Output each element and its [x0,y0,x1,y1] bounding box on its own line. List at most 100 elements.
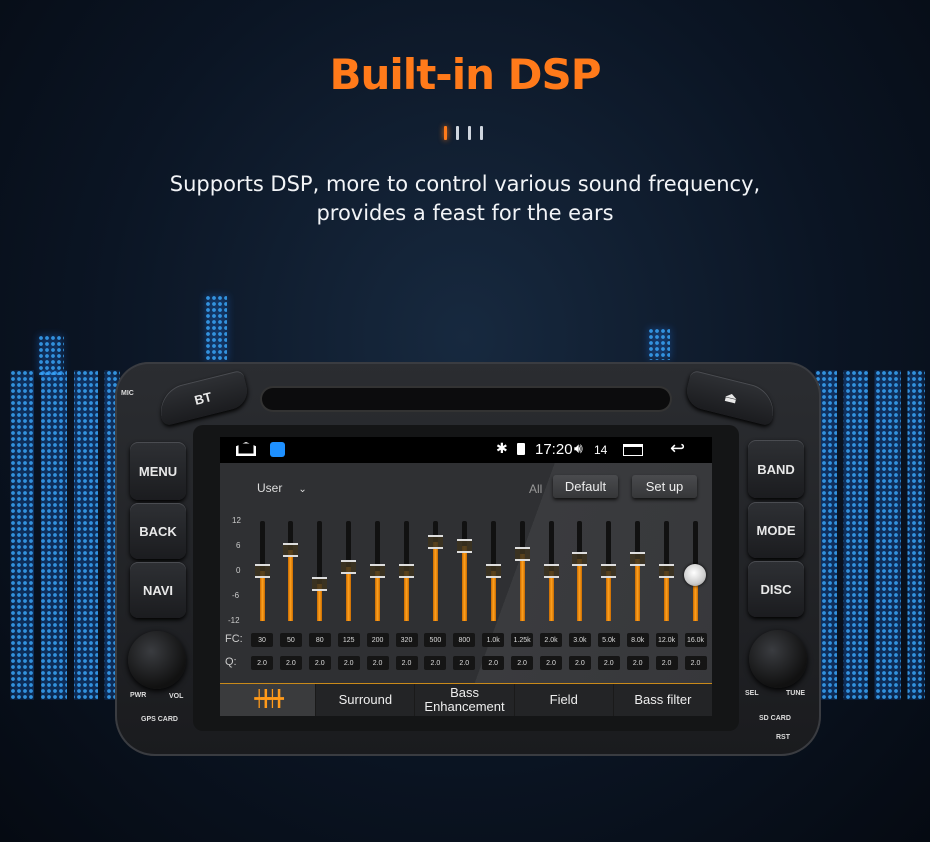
eq-slider[interactable] [370,521,386,621]
fc-value[interactable]: 320 [395,633,418,647]
volume-knob[interactable] [128,631,186,689]
q-value[interactable]: 2.0 [251,656,273,670]
navi-button[interactable]: NAVI [130,562,186,618]
slider-handle[interactable] [684,564,706,587]
eq-slider[interactable] [254,521,270,621]
eq-slider[interactable] [601,521,617,621]
fc-value[interactable]: 16.0k [684,633,707,647]
preset-dropdown[interactable]: User ⌄ [257,481,307,495]
tune-knob[interactable] [749,630,807,688]
band-button[interactable]: BAND [748,440,804,498]
q-value[interactable]: 2.0 [684,656,707,670]
disc-label: DISC [760,581,792,597]
fc-value[interactable]: 2.0k [540,633,562,647]
slider-handle[interactable] [427,534,443,549]
slider-fill [404,571,409,621]
eq-slider[interactable] [456,521,472,621]
fc-value[interactable]: 200 [366,633,389,647]
pwr-label: PWR [130,692,147,699]
fc-value[interactable]: 80 [308,633,331,647]
fc-value[interactable]: 30 [251,633,273,647]
q-value[interactable]: 2.0 [366,656,389,670]
slider-handle[interactable] [283,543,299,558]
back-button[interactable]: BACK [130,503,186,559]
q-value[interactable]: 2.0 [395,656,418,670]
slider-fill [432,541,438,621]
disc-button[interactable]: DISC [748,561,804,617]
slider-handle[interactable] [630,551,646,566]
slider-handle[interactable] [601,564,617,578]
slider-handle[interactable] [543,564,559,578]
tab-label: Bass Enhancement [424,685,505,714]
recent-apps-icon[interactable] [623,444,643,456]
fc-value[interactable]: 1.0k [482,633,505,647]
fc-value[interactable]: 3.0k [568,633,591,647]
eq-slider[interactable] [684,521,706,621]
eq-slider[interactable] [312,521,328,621]
all-label[interactable]: All [529,482,543,496]
slider-handle[interactable] [312,576,328,591]
tab-bass-enhancement[interactable]: Bass Enhancement [415,684,515,716]
slider-handle[interactable] [254,564,270,578]
eq-slider[interactable] [514,521,530,621]
eq-slider[interactable] [630,521,646,621]
fc-value[interactable]: 1.25k [511,633,534,647]
q-value[interactable]: 2.0 [597,656,620,670]
fc-value[interactable]: 12.0k [655,633,678,647]
fc-value[interactable]: 8.0k [626,633,649,647]
slider-fill [664,571,670,621]
bg-bars-top [205,295,227,360]
eq-slider[interactable] [399,521,414,621]
eq-slider[interactable] [485,521,501,621]
fc-value[interactable]: 5.0k [597,633,620,647]
preset-value: User [257,481,283,495]
home-icon[interactable] [236,442,256,456]
slider-handle[interactable] [659,564,675,578]
page-title: Built-in DSP [329,50,601,99]
eq-slider[interactable] [659,521,675,621]
slider-fill [606,571,612,621]
eq-slider[interactable] [572,521,588,621]
slider-handle[interactable] [485,564,501,578]
q-value[interactable]: 2.0 [655,656,678,670]
q-value[interactable]: 2.0 [511,656,534,670]
status-time: 17:20 [535,441,573,458]
mode-button[interactable]: MODE [748,502,804,558]
q-value[interactable]: 2.0 [540,656,562,670]
tab-equalizer[interactable]: ┿╋┿╋ [220,684,317,716]
eq-slider[interactable] [341,521,357,621]
tab-bass-filter[interactable]: Bass filter [614,684,712,716]
slider-handle[interactable] [399,564,414,578]
app-icon[interactable] [270,442,285,457]
eq-slider[interactable] [283,521,299,621]
scale-label: 0 [236,566,241,575]
q-value[interactable]: 2.0 [568,656,591,670]
slider-handle[interactable] [456,539,472,553]
q-value[interactable]: 2.0 [482,656,505,670]
rst-label: RST [776,734,790,741]
bg-bars-left [10,370,120,700]
slider-handle[interactable] [370,564,386,578]
default-label: Default [564,479,607,494]
q-value[interactable]: 2.0 [453,656,476,670]
default-button[interactable]: Default [553,475,618,498]
fc-value[interactable]: 50 [279,633,302,647]
fc-value[interactable]: 125 [337,633,360,647]
fc-value[interactable]: 800 [453,633,476,647]
slider-handle[interactable] [572,551,588,566]
q-value[interactable]: 2.0 [308,656,331,670]
eq-slider[interactable] [427,521,443,621]
tab-surround[interactable]: Surround [316,684,416,716]
setup-button[interactable]: Set up [632,475,697,498]
tab-field[interactable]: Field [515,684,614,716]
menu-button[interactable]: MENU [130,442,186,500]
q-value[interactable]: 2.0 [337,656,360,670]
q-value[interactable]: 2.0 [424,656,447,670]
eq-slider[interactable] [543,521,559,621]
slider-handle[interactable] [514,547,530,562]
q-value[interactable]: 2.0 [626,656,649,670]
fc-value[interactable]: 500 [424,633,447,647]
slider-handle[interactable] [341,559,357,574]
back-icon[interactable]: ↩ [670,438,686,458]
q-value[interactable]: 2.0 [279,656,302,670]
